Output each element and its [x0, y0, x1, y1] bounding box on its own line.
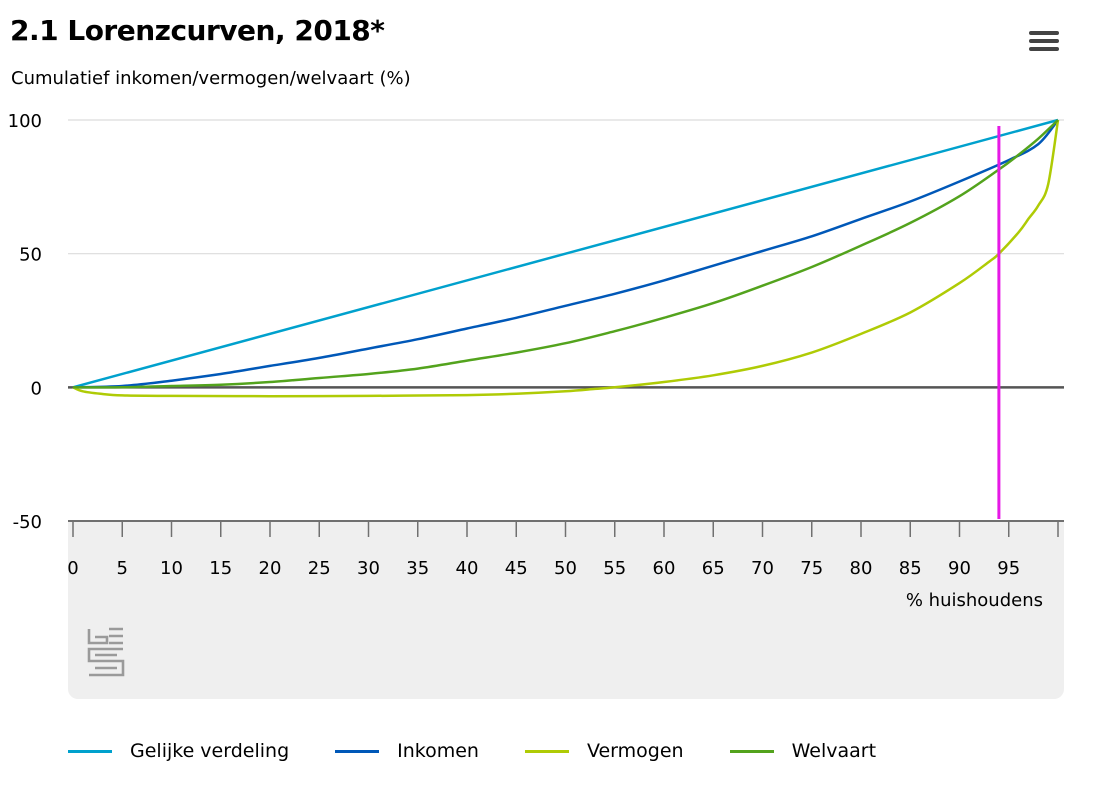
legend-label: Welvaart	[791, 740, 877, 762]
series-line-inkomen	[72, 119, 1059, 389]
x-tick-label: 20	[259, 558, 282, 579]
y-tick-label: 0	[31, 378, 42, 399]
y-tick-label: 100	[8, 111, 42, 132]
x-axis-label: % huishoudens	[906, 590, 1043, 611]
legend-label: Gelijke verdeling	[130, 740, 290, 762]
legend-swatch	[335, 749, 380, 753]
x-tick-label: 40	[456, 558, 479, 579]
menu-bar	[1029, 31, 1059, 35]
cbs-logo-icon	[87, 627, 125, 677]
x-tick-label: 95	[997, 558, 1020, 579]
x-tick-label: 75	[800, 558, 823, 579]
x-tick-label: 25	[308, 558, 331, 579]
y-tick-label: -50	[13, 512, 42, 533]
legend-label: Inkomen	[397, 740, 479, 762]
legend-item-vermogen[interactable]: Vermogen	[524, 740, 684, 762]
x-tick-label: 90	[948, 558, 971, 579]
legend-swatch	[524, 749, 569, 753]
legend-swatch	[729, 749, 774, 753]
x-tick-label: 0	[67, 558, 78, 579]
x-tick-label: 70	[751, 558, 774, 579]
y-tick-label: 50	[19, 245, 42, 266]
x-tick-label: 85	[899, 558, 922, 579]
x-tick-label: 30	[357, 558, 380, 579]
x-tick-label: 5	[117, 558, 128, 579]
x-tick-label: 35	[406, 558, 429, 579]
series-line-welvaart	[72, 119, 1059, 389]
legend-item-inkomen[interactable]: Inkomen	[335, 740, 479, 762]
legend-swatch	[68, 749, 112, 753]
menu-bar	[1029, 39, 1059, 43]
series-line-vermogen	[72, 119, 1060, 398]
x-tick-label: 45	[505, 558, 528, 579]
x-tick-label: 60	[653, 558, 676, 579]
legend-label: Vermogen	[586, 740, 684, 762]
x-tick-label: 80	[850, 558, 873, 579]
x-axis-panel	[68, 522, 1064, 699]
legend-item-gelijke-verdeling[interactable]: Gelijke verdeling	[68, 740, 289, 762]
legend-item-welvaart[interactable]: Welvaart	[729, 740, 877, 762]
hamburger-menu-icon[interactable]	[1026, 27, 1062, 57]
legend: Gelijke verdeling Inkomen Vermogen Welvaart	[68, 738, 922, 764]
series-line-gelijke-verdeling	[72, 118, 1059, 389]
x-tick-label: 65	[702, 558, 725, 579]
x-tick-label: 10	[160, 558, 183, 579]
x-tick-label: 15	[209, 558, 232, 579]
x-tick-label: 50	[554, 558, 577, 579]
y-axis-label: Cumulatief inkomen/vermogen/welvaart (%)	[11, 68, 411, 89]
x-tick-label: 55	[603, 558, 626, 579]
page-title: 2.1 Lorenzcurven, 2018*	[10, 14, 385, 47]
menu-bar	[1029, 47, 1059, 51]
